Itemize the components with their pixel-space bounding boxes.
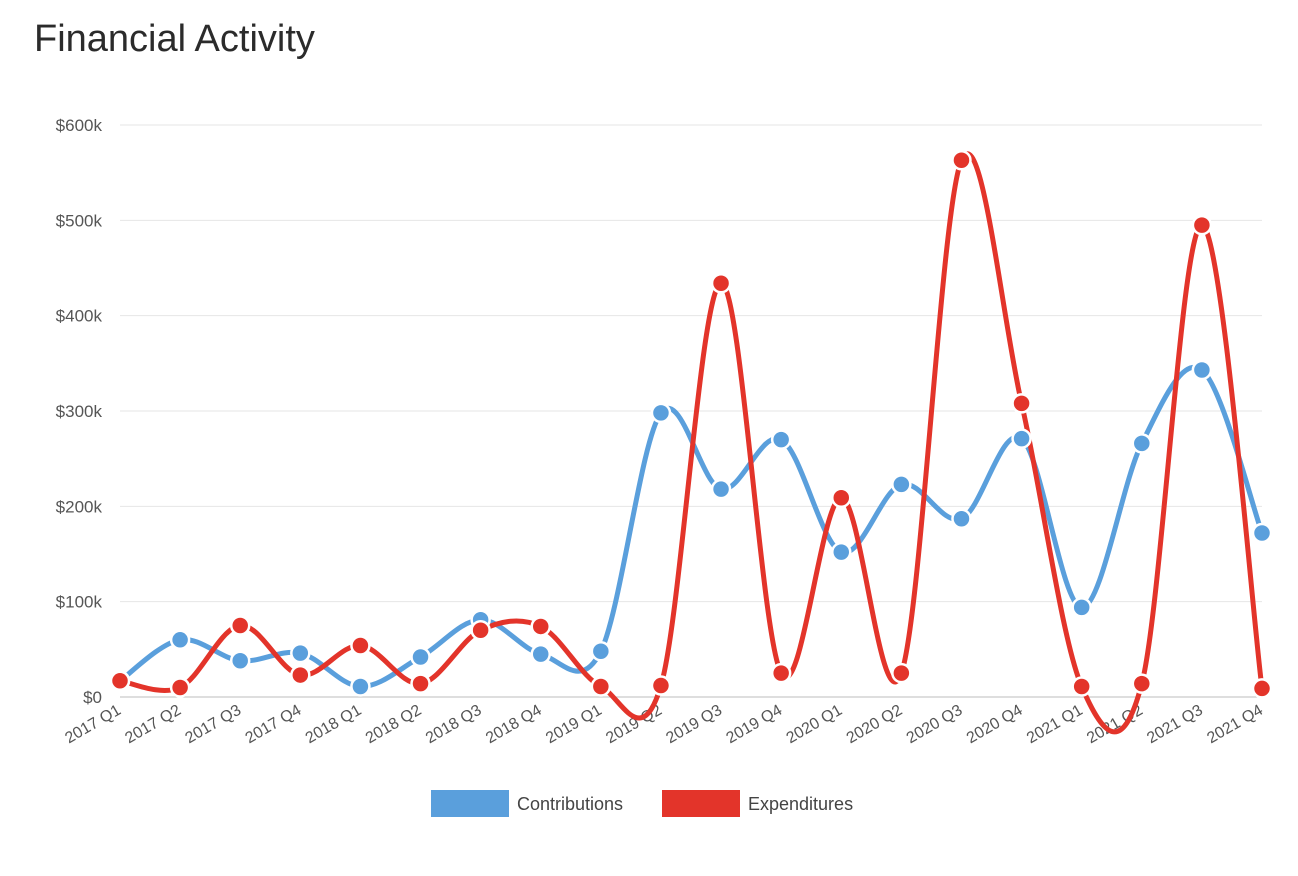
data-point-expenditures[interactable]: [1191, 214, 1213, 236]
data-point-expenditures[interactable]: [650, 675, 672, 696]
data-point-expenditures[interactable]: [470, 620, 491, 641]
x-tick-label: 2018 Q4: [483, 702, 545, 747]
data-point-contributions[interactable]: [1011, 428, 1032, 449]
x-tick-label: 2018 Q2: [363, 702, 425, 747]
data-point-expenditures[interactable]: [229, 615, 251, 636]
y-tick-label: $600k: [56, 116, 103, 135]
series-lines: [117, 151, 1265, 735]
series-line-contributions: [117, 365, 1265, 690]
data-point-contributions[interactable]: [1251, 522, 1273, 544]
y-axis: $0 $100k $200k $300k $400k $500k $600k: [56, 116, 103, 707]
y-tick-label: $500k: [56, 211, 103, 230]
x-tick-label: 2020 Q4: [964, 702, 1026, 747]
chart-title: Financial Activity: [34, 18, 315, 60]
data-point-contributions[interactable]: [530, 643, 551, 665]
data-point-contributions[interactable]: [169, 629, 191, 651]
y-tick-label: $100k: [56, 593, 103, 612]
legend-swatch-expenditures: [662, 790, 740, 817]
x-tick-label: 2017 Q3: [183, 702, 245, 747]
data-point-expenditures[interactable]: [710, 273, 732, 294]
x-tick-label: 2018 Q1: [303, 702, 365, 747]
x-tick-label: 2019 Q4: [723, 702, 785, 747]
data-point-contributions[interactable]: [650, 402, 672, 424]
data-point-expenditures[interactable]: [169, 677, 191, 698]
y-tick-label: $200k: [56, 497, 103, 516]
x-tick-label: 2019 Q1: [543, 702, 605, 747]
series-line-expenditures: [117, 151, 1265, 735]
data-point-expenditures[interactable]: [1251, 678, 1273, 699]
legend-label-expenditures: Expenditures: [748, 794, 853, 814]
data-point-expenditures[interactable]: [590, 676, 612, 697]
legend-label-contributions: Contributions: [517, 794, 623, 814]
series-points: [109, 150, 1273, 699]
x-tick-label: 2019 Q2: [603, 702, 665, 747]
x-tick-label: 2020 Q1: [784, 702, 846, 747]
data-point-expenditures[interactable]: [891, 662, 912, 684]
data-point-contributions[interactable]: [410, 646, 431, 668]
x-tick-label: 2021 Q4: [1204, 702, 1266, 747]
data-point-expenditures[interactable]: [831, 487, 852, 509]
data-point-expenditures[interactable]: [1011, 393, 1032, 414]
data-point-contributions[interactable]: [770, 429, 792, 450]
data-point-contributions[interactable]: [590, 640, 612, 662]
data-point-expenditures[interactable]: [530, 616, 551, 637]
x-tick-label: 2020 Q2: [844, 702, 906, 747]
data-point-contributions[interactable]: [951, 508, 972, 529]
data-point-expenditures[interactable]: [350, 635, 371, 656]
data-point-contributions[interactable]: [831, 541, 852, 563]
x-tick-label: 2018 Q3: [423, 702, 485, 747]
data-point-contributions[interactable]: [1071, 597, 1092, 618]
data-point-contributions[interactable]: [1131, 433, 1153, 454]
y-tick-label: $0: [83, 688, 102, 707]
data-point-expenditures[interactable]: [290, 664, 311, 686]
y-tick-label: $400k: [56, 307, 103, 326]
data-point-expenditures[interactable]: [410, 673, 431, 694]
x-tick-label: 2020 Q3: [904, 702, 966, 747]
x-tick-label: 2021 Q3: [1144, 702, 1206, 747]
data-point-expenditures[interactable]: [1131, 673, 1153, 694]
data-point-contributions[interactable]: [229, 650, 251, 672]
data-point-expenditures[interactable]: [951, 150, 972, 171]
x-tick-label: 2021 Q1: [1024, 702, 1086, 747]
data-point-contributions[interactable]: [710, 478, 732, 500]
legend-swatch-contributions: [431, 790, 509, 817]
x-tick-label: 2017 Q2: [122, 702, 184, 747]
x-tick-label: 2017 Q4: [243, 702, 305, 747]
data-point-expenditures[interactable]: [1071, 676, 1092, 697]
legend: Contributions Expenditures: [431, 790, 853, 817]
data-point-contributions[interactable]: [290, 642, 311, 664]
data-point-expenditures[interactable]: [770, 662, 792, 684]
data-point-contributions[interactable]: [350, 676, 371, 697]
x-tick-label: 2017 Q1: [62, 702, 124, 747]
data-point-contributions[interactable]: [1191, 359, 1213, 381]
x-tick-label: 2019 Q3: [663, 702, 725, 747]
data-point-expenditures[interactable]: [109, 670, 131, 692]
data-point-contributions[interactable]: [891, 474, 912, 495]
y-tick-label: $300k: [56, 402, 103, 421]
grid-lines: [120, 124, 1262, 698]
